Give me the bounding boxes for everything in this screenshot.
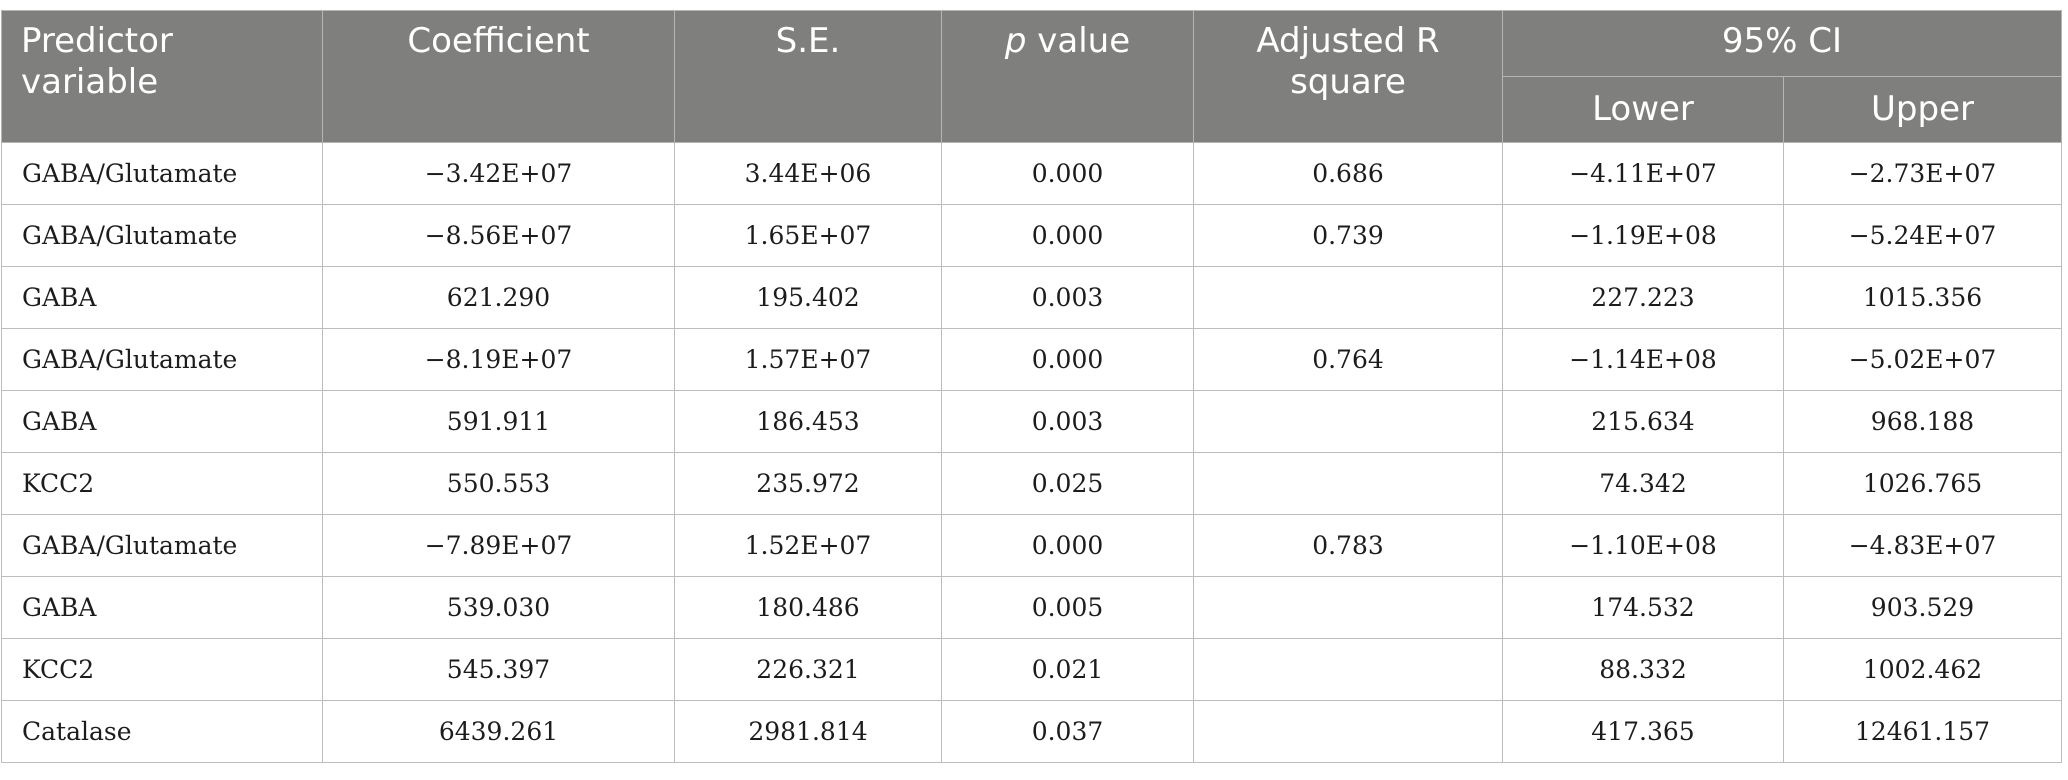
regression-table: Predictor variable Coefficient S.E. p va… xyxy=(1,10,2062,763)
cell-se: 3.44E+06 xyxy=(674,142,942,205)
header-adjusted-r-square: Adjusted R square xyxy=(1193,10,1503,143)
table-row: GABA/Glutamate −8.19E+07 1.57E+07 0.000 … xyxy=(1,328,2062,391)
header-p-value: p value xyxy=(941,10,1194,143)
cell-p-value: 0.021 xyxy=(941,638,1194,701)
cell-p-value: 0.000 xyxy=(941,514,1194,577)
header-ci-upper: Upper xyxy=(1783,76,2062,143)
cell-ci-lower: −1.10E+08 xyxy=(1502,514,1784,577)
table-row: GABA/Glutamate −8.56E+07 1.65E+07 0.000 … xyxy=(1,204,2062,267)
cell-p-value: 0.037 xyxy=(941,700,1194,763)
cell-adjusted-r-square: 0.764 xyxy=(1193,328,1503,391)
cell-adjusted-r-square xyxy=(1193,576,1503,639)
cell-se: 1.57E+07 xyxy=(674,328,942,391)
cell-ci-upper: −4.83E+07 xyxy=(1783,514,2062,577)
cell-adjusted-r-square xyxy=(1193,452,1503,515)
cell-adjusted-r-square xyxy=(1193,266,1503,329)
cell-predictor: GABA/Glutamate xyxy=(1,514,323,577)
cell-predictor: GABA/Glutamate xyxy=(1,328,323,391)
table-row: KCC2 545.397 226.321 0.021 88.332 1002.4… xyxy=(1,638,2062,701)
cell-ci-lower: 417.365 xyxy=(1502,700,1784,763)
cell-ci-upper: 968.188 xyxy=(1783,390,2062,453)
cell-ci-upper: −5.02E+07 xyxy=(1783,328,2062,391)
cell-coefficient: −7.89E+07 xyxy=(322,514,675,577)
cell-predictor: KCC2 xyxy=(1,638,323,701)
cell-p-value: 0.025 xyxy=(941,452,1194,515)
cell-ci-upper: 1015.356 xyxy=(1783,266,2062,329)
cell-coefficient: 550.553 xyxy=(322,452,675,515)
cell-ci-lower: −1.19E+08 xyxy=(1502,204,1784,267)
cell-ci-lower: 227.223 xyxy=(1502,266,1784,329)
cell-predictor: GABA/Glutamate xyxy=(1,142,323,205)
cell-ci-lower: −1.14E+08 xyxy=(1502,328,1784,391)
cell-se: 1.52E+07 xyxy=(674,514,942,577)
table-row: GABA/Glutamate −7.89E+07 1.52E+07 0.000 … xyxy=(1,514,2062,577)
table-header: Predictor variable Coefficient S.E. p va… xyxy=(1,10,2062,143)
cell-coefficient: −3.42E+07 xyxy=(322,142,675,205)
cell-se: 2981.814 xyxy=(674,700,942,763)
cell-adjusted-r-square xyxy=(1193,390,1503,453)
cell-p-value: 0.000 xyxy=(941,204,1194,267)
header-coefficient: Coefficient xyxy=(322,10,675,143)
cell-ci-upper: 1002.462 xyxy=(1783,638,2062,701)
cell-predictor: GABA xyxy=(1,390,323,453)
cell-coefficient: 6439.261 xyxy=(322,700,675,763)
cell-se: 186.453 xyxy=(674,390,942,453)
cell-se: 235.972 xyxy=(674,452,942,515)
cell-coefficient: −8.19E+07 xyxy=(322,328,675,391)
cell-predictor: GABA/Glutamate xyxy=(1,204,323,267)
header-p-symbol: p xyxy=(1004,21,1027,61)
cell-adjusted-r-square: 0.783 xyxy=(1193,514,1503,577)
cell-coefficient: 591.911 xyxy=(322,390,675,453)
cell-p-value: 0.003 xyxy=(941,390,1194,453)
cell-adjusted-r-square xyxy=(1193,638,1503,701)
cell-coefficient: 621.290 xyxy=(322,266,675,329)
cell-p-value: 0.005 xyxy=(941,576,1194,639)
cell-ci-upper: 903.529 xyxy=(1783,576,2062,639)
cell-ci-lower: 88.332 xyxy=(1502,638,1784,701)
cell-adjusted-r-square xyxy=(1193,700,1503,763)
cell-coefficient: 539.030 xyxy=(322,576,675,639)
table-row: GABA/Glutamate −3.42E+07 3.44E+06 0.000 … xyxy=(1,142,2062,205)
header-p-value-label: value xyxy=(1026,21,1131,61)
table-row: GABA 621.290 195.402 0.003 227.223 1015.… xyxy=(1,266,2062,329)
cell-ci-upper: −5.24E+07 xyxy=(1783,204,2062,267)
header-predictor-variable: Predictor variable xyxy=(1,10,323,143)
cell-predictor: GABA xyxy=(1,576,323,639)
cell-p-value: 0.003 xyxy=(941,266,1194,329)
header-standard-error: S.E. xyxy=(674,10,942,143)
cell-p-value: 0.000 xyxy=(941,142,1194,205)
cell-adjusted-r-square: 0.739 xyxy=(1193,204,1503,267)
cell-adjusted-r-square: 0.686 xyxy=(1193,142,1503,205)
cell-ci-upper: 12461.157 xyxy=(1783,700,2062,763)
cell-ci-upper: −2.73E+07 xyxy=(1783,142,2062,205)
cell-ci-upper: 1026.765 xyxy=(1783,452,2062,515)
cell-se: 180.486 xyxy=(674,576,942,639)
cell-predictor: Catalase xyxy=(1,700,323,763)
cell-ci-lower: 215.634 xyxy=(1502,390,1784,453)
table-row: Catalase 6439.261 2981.814 0.037 417.365… xyxy=(1,700,2062,763)
cell-coefficient: −8.56E+07 xyxy=(322,204,675,267)
cell-predictor: GABA xyxy=(1,266,323,329)
cell-ci-lower: −4.11E+07 xyxy=(1502,142,1784,205)
table-row: KCC2 550.553 235.972 0.025 74.342 1026.7… xyxy=(1,452,2062,515)
cell-ci-lower: 174.532 xyxy=(1502,576,1784,639)
header-ci-lower: Lower xyxy=(1502,76,1784,143)
cell-se: 195.402 xyxy=(674,266,942,329)
cell-se: 1.65E+07 xyxy=(674,204,942,267)
header-95-ci: 95% CI xyxy=(1502,10,2062,77)
cell-ci-lower: 74.342 xyxy=(1502,452,1784,515)
table-row: GABA 539.030 180.486 0.005 174.532 903.5… xyxy=(1,576,2062,639)
cell-predictor: KCC2 xyxy=(1,452,323,515)
table-row: GABA 591.911 186.453 0.003 215.634 968.1… xyxy=(1,390,2062,453)
table-body: GABA/Glutamate −3.42E+07 3.44E+06 0.000 … xyxy=(1,142,2062,763)
cell-p-value: 0.000 xyxy=(941,328,1194,391)
cell-se: 226.321 xyxy=(674,638,942,701)
cell-coefficient: 545.397 xyxy=(322,638,675,701)
